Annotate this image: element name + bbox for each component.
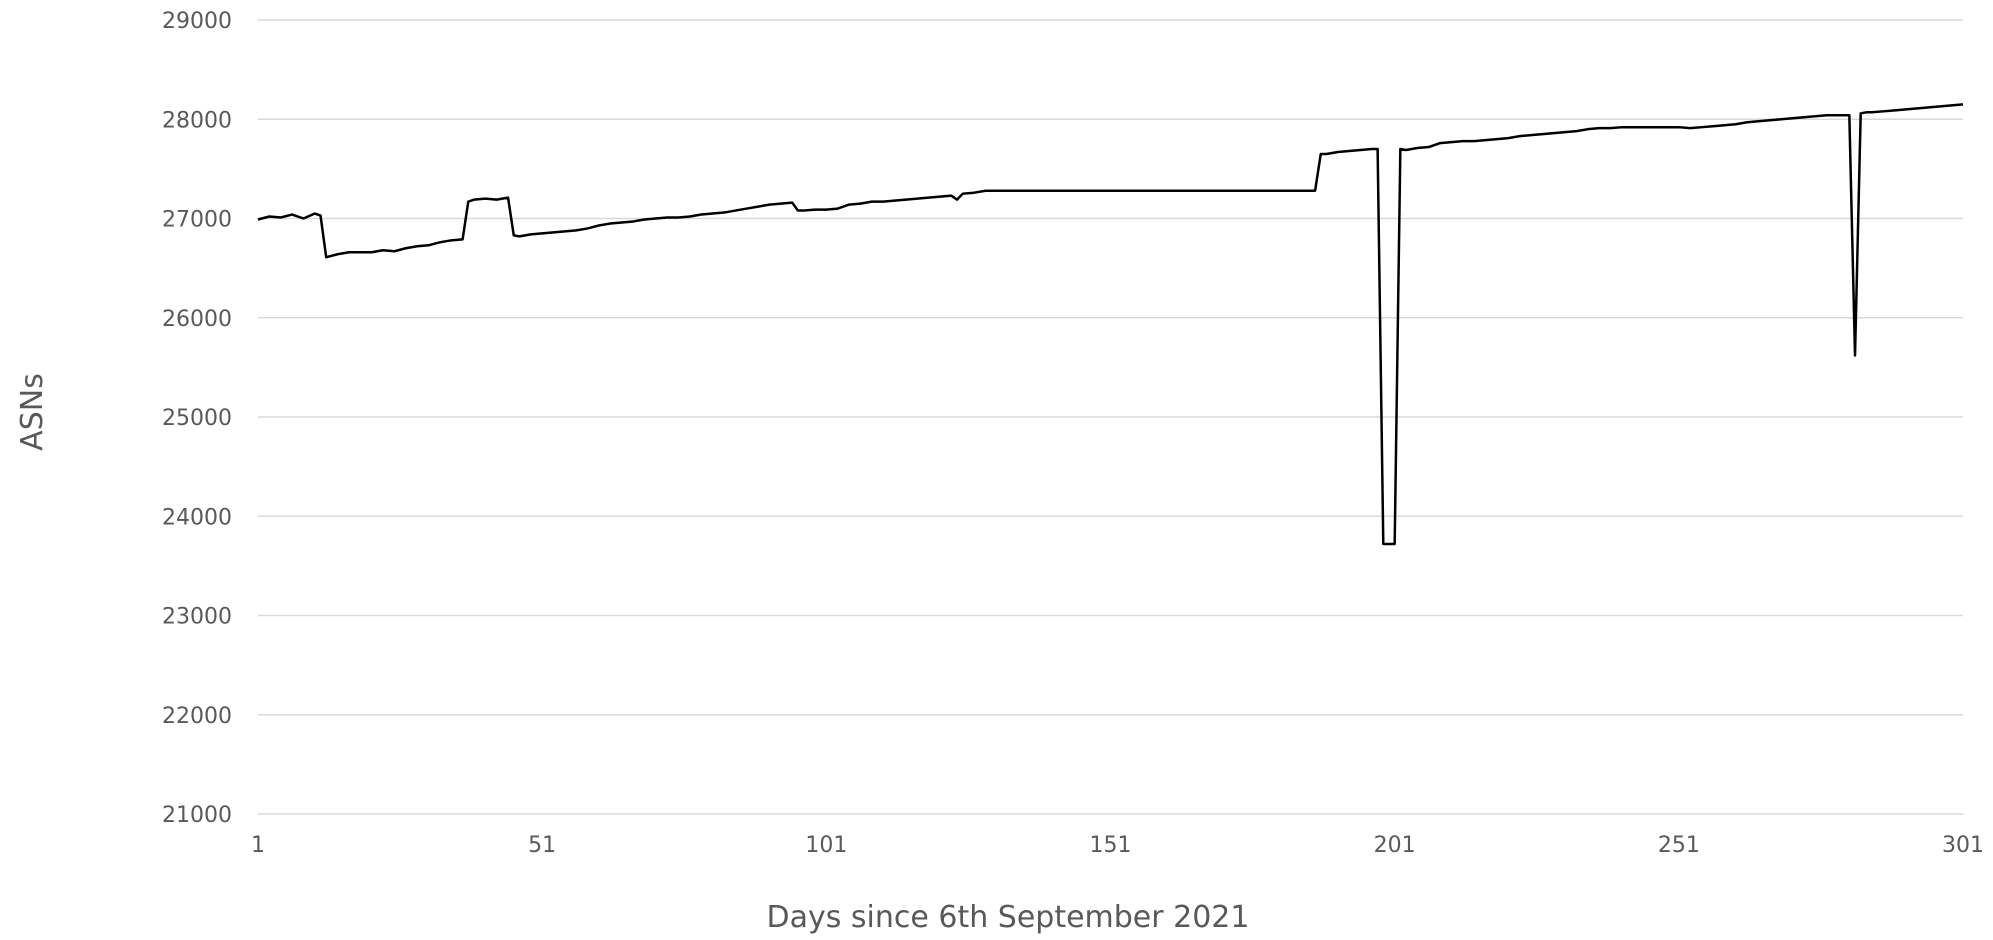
x-tick-label: 51: [528, 833, 556, 858]
y-tick-label: 24000: [162, 505, 232, 530]
gridlines: [258, 19, 1963, 815]
y-tick-label: 22000: [162, 704, 232, 729]
x-tick-label: 201: [1374, 833, 1416, 858]
y-tick-label: 29000: [162, 9, 232, 34]
x-tick-label: 301: [1942, 833, 1984, 858]
y-axis-tick-labels: 21000 22000 23000 24000 25000 26000 27000 28000…: [162, 9, 232, 828]
x-tick-label: 1: [251, 833, 265, 858]
y-tick-label: 25000: [162, 406, 232, 431]
y-tick-label: 23000: [162, 605, 232, 630]
x-axis-title: Days since 6th September 2021: [767, 900, 1250, 935]
y-tick-label: 28000: [162, 108, 232, 133]
y-tick-label: 21000: [162, 803, 232, 828]
series-line-asns: [257, 103, 1964, 546]
x-tick-label: 251: [1658, 833, 1700, 858]
x-axis-tick-labels: 1 51 101 151 201 251 301: [251, 833, 1984, 858]
x-tick-label: 151: [1090, 833, 1132, 858]
y-tick-label: 27000: [162, 208, 232, 233]
y-axis-title: ASNs: [15, 373, 50, 451]
y-tick-label: 26000: [162, 307, 232, 332]
x-tick-label: 101: [805, 833, 847, 858]
